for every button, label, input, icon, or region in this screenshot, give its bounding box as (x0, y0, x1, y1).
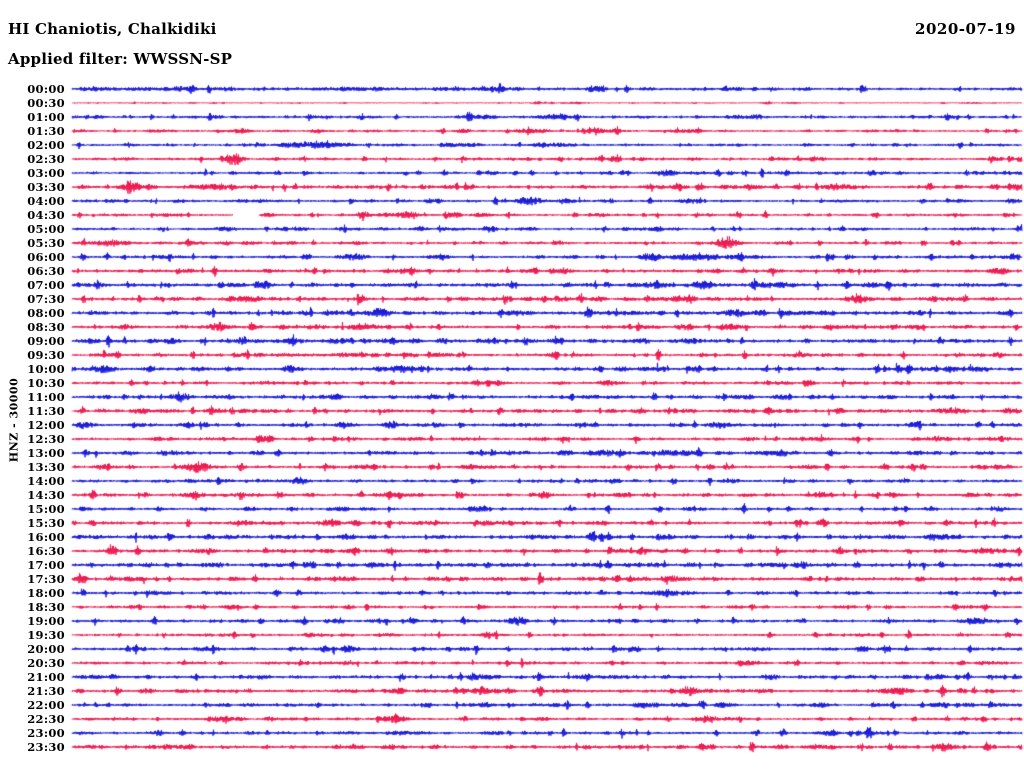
time-label: 11:00 (27, 389, 65, 404)
time-label: 03:00 (27, 165, 65, 180)
time-label: 22:30 (27, 711, 65, 726)
time-label: 08:00 (27, 305, 65, 320)
time-label: 13:00 (27, 445, 65, 460)
time-label: 00:30 (27, 95, 65, 110)
time-label: 10:00 (27, 361, 65, 376)
time-label: 15:00 (27, 501, 65, 516)
time-label: 06:00 (27, 249, 65, 264)
time-label: 07:00 (27, 277, 65, 292)
time-label: 23:00 (27, 725, 65, 740)
time-label: 05:30 (27, 235, 65, 250)
time-label: 10:30 (27, 375, 65, 390)
time-label: 16:00 (27, 529, 65, 544)
time-label: 16:30 (27, 543, 65, 558)
time-label: 04:30 (27, 207, 65, 222)
time-label: 01:30 (27, 123, 65, 138)
time-label: 21:00 (27, 669, 65, 684)
time-label: 14:00 (27, 473, 65, 488)
time-label: 07:30 (27, 291, 65, 306)
time-label: 11:30 (27, 403, 65, 418)
date-label: 2020-07-19 (915, 20, 1016, 38)
time-label: 12:30 (27, 431, 65, 446)
time-label: 18:00 (27, 585, 65, 600)
time-label: 18:30 (27, 599, 65, 614)
time-label: 22:00 (27, 697, 65, 712)
time-label: 13:30 (27, 459, 65, 474)
time-label: 00:00 (27, 81, 65, 96)
time-label: 14:30 (27, 487, 65, 502)
time-label: 03:30 (27, 179, 65, 194)
time-label: 02:30 (27, 151, 65, 166)
time-label: 12:00 (27, 417, 65, 432)
time-label: 20:00 (27, 641, 65, 656)
time-label: 15:30 (27, 515, 65, 530)
time-label: 23:30 (27, 739, 65, 754)
time-label: 04:00 (27, 193, 65, 208)
time-label: 01:00 (27, 109, 65, 124)
time-label: 05:00 (27, 221, 65, 236)
time-label: 06:30 (27, 263, 65, 278)
time-label: 17:00 (27, 557, 65, 572)
station-title: HI Chaniotis, Chalkidiki (8, 20, 217, 38)
time-label: 21:30 (27, 683, 65, 698)
time-label: 08:30 (27, 319, 65, 334)
time-label: 19:00 (27, 613, 65, 628)
time-label: 09:30 (27, 347, 65, 362)
time-label: 20:30 (27, 655, 65, 670)
time-label: 19:30 (27, 627, 65, 642)
time-label: 02:00 (27, 137, 65, 152)
filter-label: Applied filter: WWSSN-SP (8, 50, 233, 68)
time-label: 17:30 (27, 571, 65, 586)
time-label: 09:00 (27, 333, 65, 348)
